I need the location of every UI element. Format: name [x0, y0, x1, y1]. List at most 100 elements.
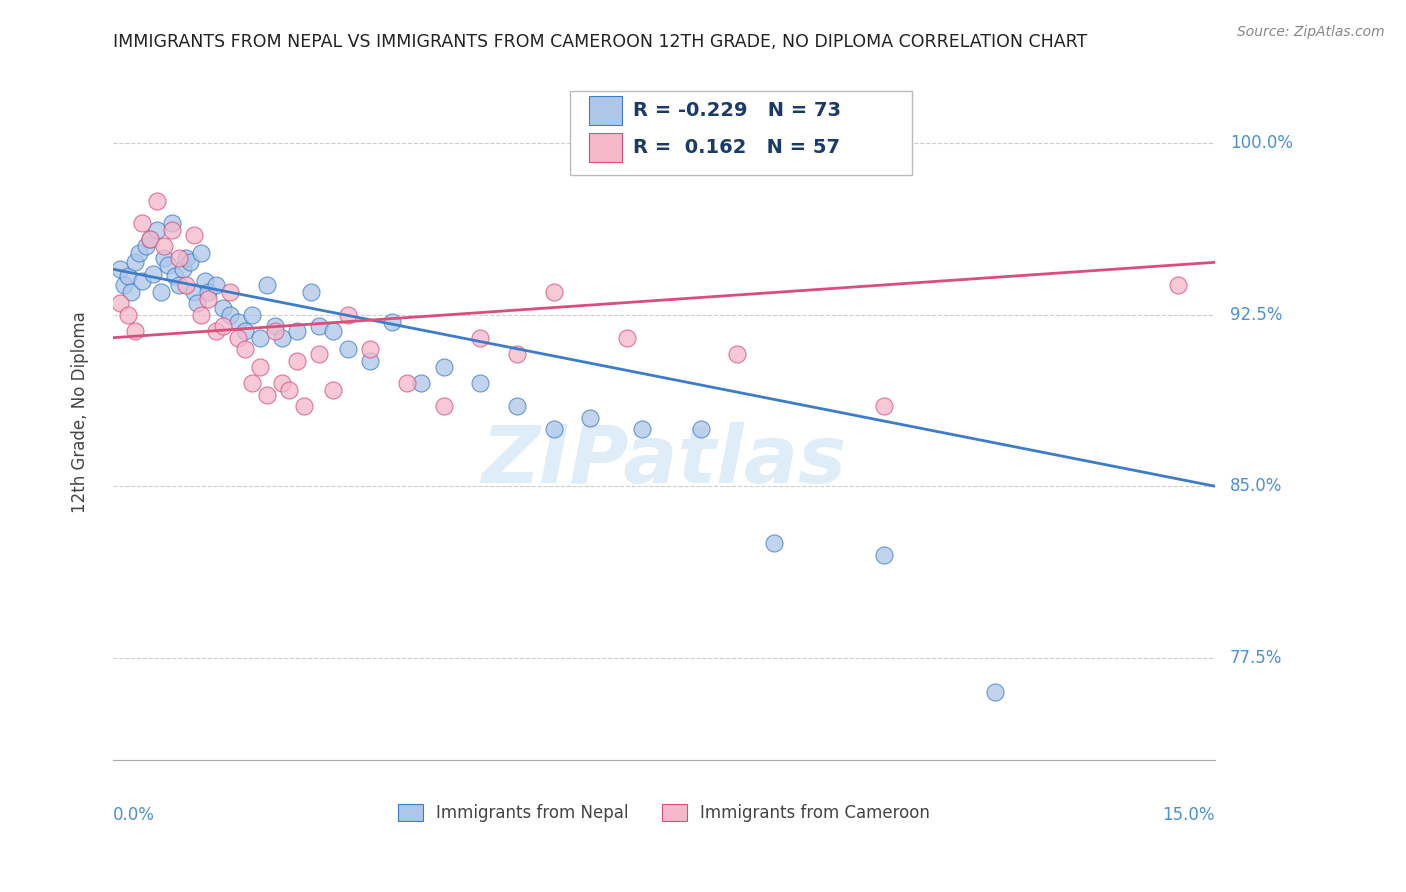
- Point: [212, 319, 235, 334]
- Point: [146, 194, 169, 208]
- Text: 85.0%: 85.0%: [1230, 477, 1282, 495]
- Point: [183, 285, 205, 299]
- Point: [616, 331, 638, 345]
- Text: IMMIGRANTS FROM NEPAL VS IMMIGRANTS FROM CAMEROON 12TH GRADE, NO DIPLOMA CORRELA: IMMIGRANTS FROM NEPAL VS IMMIGRANTS FROM…: [112, 33, 1087, 51]
- Point: [1167, 278, 1189, 293]
- FancyBboxPatch shape: [589, 133, 621, 161]
- Point: [167, 251, 190, 265]
- Point: [197, 292, 219, 306]
- Legend: Immigrants from Nepal, Immigrants from Cameroon: Immigrants from Nepal, Immigrants from C…: [398, 804, 931, 822]
- Point: [689, 422, 711, 436]
- Point: [120, 285, 142, 299]
- Point: [219, 308, 242, 322]
- Point: [212, 301, 235, 315]
- Point: [153, 239, 176, 253]
- Point: [156, 258, 179, 272]
- Point: [249, 331, 271, 345]
- Point: [117, 268, 139, 283]
- Point: [873, 399, 896, 413]
- Point: [226, 315, 249, 329]
- Point: [395, 376, 418, 391]
- Point: [322, 384, 344, 398]
- Point: [249, 360, 271, 375]
- Text: 77.5%: 77.5%: [1230, 648, 1282, 666]
- Point: [160, 223, 183, 237]
- Point: [432, 399, 454, 413]
- Point: [176, 251, 198, 265]
- Point: [359, 342, 381, 356]
- Point: [226, 331, 249, 345]
- Point: [263, 324, 285, 338]
- Point: [256, 278, 278, 293]
- Point: [308, 319, 330, 334]
- Point: [190, 246, 212, 260]
- Point: [153, 251, 176, 265]
- Point: [873, 548, 896, 562]
- Text: 100.0%: 100.0%: [1230, 135, 1292, 153]
- Point: [242, 308, 264, 322]
- Point: [292, 399, 315, 413]
- Point: [190, 308, 212, 322]
- Point: [128, 246, 150, 260]
- Point: [337, 342, 360, 356]
- Point: [194, 274, 217, 288]
- Point: [543, 422, 565, 436]
- Point: [160, 217, 183, 231]
- Point: [285, 324, 308, 338]
- Point: [108, 296, 131, 310]
- Point: [359, 353, 381, 368]
- Point: [270, 376, 292, 391]
- Point: [117, 308, 139, 322]
- Point: [112, 278, 135, 293]
- Point: [165, 268, 187, 283]
- Point: [131, 217, 153, 231]
- Point: [167, 278, 190, 293]
- Point: [219, 285, 242, 299]
- Point: [285, 353, 308, 368]
- Point: [337, 308, 360, 322]
- Text: Source: ZipAtlas.com: Source: ZipAtlas.com: [1237, 25, 1385, 39]
- Point: [204, 278, 226, 293]
- Point: [138, 232, 160, 246]
- Point: [179, 255, 201, 269]
- Point: [983, 685, 1005, 699]
- Point: [172, 262, 194, 277]
- FancyBboxPatch shape: [589, 95, 621, 125]
- Point: [186, 296, 208, 310]
- Point: [381, 315, 404, 329]
- Point: [124, 324, 146, 338]
- Point: [233, 324, 256, 338]
- Point: [124, 255, 146, 269]
- Point: [146, 223, 169, 237]
- Point: [197, 285, 219, 299]
- Text: 92.5%: 92.5%: [1230, 306, 1282, 324]
- Point: [411, 376, 433, 391]
- Point: [242, 376, 264, 391]
- Point: [763, 536, 786, 550]
- Point: [543, 285, 565, 299]
- Point: [204, 324, 226, 338]
- Point: [470, 376, 492, 391]
- Point: [256, 388, 278, 402]
- Point: [270, 331, 292, 345]
- Point: [631, 422, 654, 436]
- Point: [322, 324, 344, 338]
- Point: [108, 262, 131, 277]
- Point: [506, 399, 529, 413]
- Point: [135, 239, 157, 253]
- Point: [506, 347, 529, 361]
- FancyBboxPatch shape: [571, 91, 912, 175]
- Point: [299, 285, 322, 299]
- Text: ZIPatlas: ZIPatlas: [481, 422, 846, 500]
- Point: [579, 410, 602, 425]
- Point: [725, 347, 748, 361]
- Text: R =  0.162   N = 57: R = 0.162 N = 57: [633, 137, 841, 157]
- Point: [142, 267, 165, 281]
- Point: [470, 331, 492, 345]
- Y-axis label: 12th Grade, No Diploma: 12th Grade, No Diploma: [72, 311, 89, 513]
- Point: [233, 342, 256, 356]
- Text: R = -0.229   N = 73: R = -0.229 N = 73: [633, 101, 841, 120]
- Point: [432, 360, 454, 375]
- Point: [263, 319, 285, 334]
- Point: [278, 384, 301, 398]
